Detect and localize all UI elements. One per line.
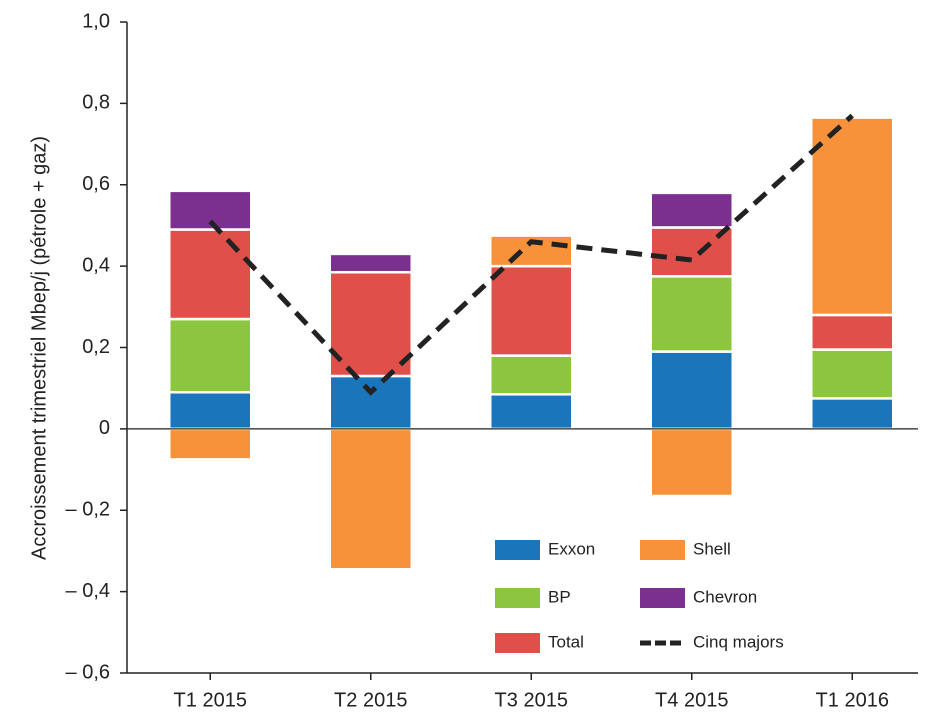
x-tick-label: T1 2016 [816, 689, 889, 711]
bar-segment [168, 228, 253, 321]
bar-segment [489, 393, 574, 431]
legend-label: Total [548, 632, 584, 651]
bar-segment [168, 317, 253, 394]
y-tick-label: – 0,4 [66, 580, 110, 602]
y-tick-label: – 0,6 [66, 661, 110, 683]
bar-segment [168, 391, 253, 431]
legend-label: Chevron [693, 587, 757, 606]
bar-segment [328, 427, 413, 571]
bar-segment [810, 116, 895, 317]
x-tick-label: T4 2015 [655, 689, 728, 711]
line-series [208, 113, 854, 396]
legend-swatch [640, 540, 685, 560]
y-axis-label: Accroissement trimestriel Mbep/j (pétrol… [28, 136, 50, 560]
bar-segment [810, 348, 895, 400]
y-tick-label: 0 [99, 417, 110, 439]
bar-segment [649, 350, 734, 431]
legend-label: Exxon [548, 539, 595, 558]
legend-swatch [495, 540, 540, 560]
bar-segment [168, 427, 253, 461]
bar-segment [328, 374, 413, 431]
x-tick-label: T1 2015 [174, 689, 247, 711]
legend-label: Cinq majors [693, 632, 784, 651]
legend-label: Shell [693, 539, 731, 558]
bar-segment [649, 427, 734, 498]
bar-segment [810, 397, 895, 431]
y-tick-label: 1,0 [82, 10, 110, 32]
legend-swatch [640, 588, 685, 608]
y-tick-label: – 0,2 [66, 499, 110, 521]
bar-segment [649, 275, 734, 353]
bar-segment [489, 354, 574, 396]
y-tick-label: 0,4 [82, 254, 110, 276]
legend-swatch [495, 633, 540, 653]
bar-segment [489, 264, 574, 357]
y-tick-label: 0,6 [82, 173, 110, 195]
bar-segment [328, 270, 413, 378]
legend-swatch [495, 588, 540, 608]
x-tick-label: T3 2015 [495, 689, 568, 711]
y-tick-label: 0,8 [82, 92, 110, 114]
bar-segment [649, 191, 734, 229]
y-tick-label: 0,2 [82, 336, 110, 358]
bar-segment [328, 252, 413, 274]
legend-label: BP [548, 587, 571, 606]
bar-segment [810, 313, 895, 351]
x-tick-label: T2 2015 [334, 689, 407, 711]
